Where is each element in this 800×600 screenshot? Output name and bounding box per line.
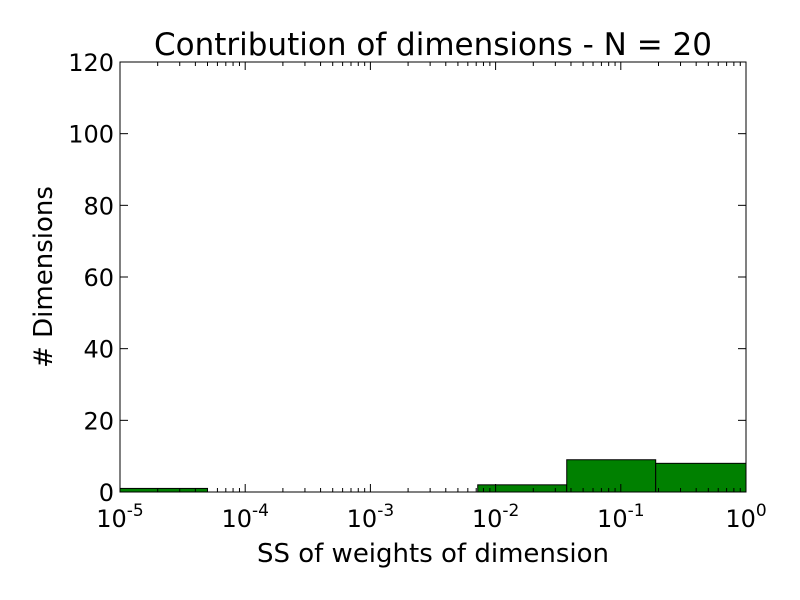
y-tick-label: 60 (83, 264, 114, 292)
histogram-bar (566, 459, 657, 493)
x-tick-label: 100 (725, 501, 766, 533)
y-axis-label: # Dimensions (29, 186, 59, 368)
x-tick-label: 10-4 (221, 501, 269, 533)
x-tick-label-base: 10 (597, 505, 628, 533)
y-tick-label: 100 (68, 121, 114, 149)
y-tick-label: 120 (68, 49, 114, 77)
y-tick-label: 20 (83, 407, 114, 435)
x-tick-label-base: 10 (725, 505, 756, 533)
histogram-bar (119, 487, 209, 493)
y-tick-label: 80 (83, 192, 114, 220)
x-tick-label-base: 10 (96, 505, 127, 533)
x-tick-label: 10-2 (472, 501, 519, 533)
x-tick-label: 10-1 (597, 501, 645, 533)
x-tick-label-base: 10 (472, 505, 503, 533)
x-tick-label-exponent: -3 (377, 501, 394, 521)
x-tick-label: 10-5 (96, 501, 144, 533)
y-tick-label: 0 (99, 479, 114, 507)
plot-frame (119, 61, 747, 493)
x-tick-label-base: 10 (221, 505, 252, 533)
histogram-bar (477, 484, 568, 493)
x-tick-label-exponent: -2 (502, 501, 519, 521)
x-tick-label-exponent: -4 (252, 501, 269, 521)
chart-title: Contribution of dimensions - N = 20 (154, 27, 712, 63)
bars-group (119, 459, 747, 493)
x-tick-label: 10-3 (347, 501, 395, 533)
histogram-bar (655, 462, 747, 493)
x-tick-label-exponent: -5 (127, 501, 144, 521)
x-tick-label-exponent: 0 (756, 501, 767, 521)
x-axis-ticks: 10-5 10-4 10-3 10-2 10-1 100 (96, 62, 767, 533)
y-axis-ticks: 0 20 40 60 80 100 120 (68, 49, 746, 507)
y-tick-label: 40 (83, 336, 114, 364)
x-tick-label-exponent: -1 (628, 501, 645, 521)
x-tick-label-base: 10 (347, 505, 378, 533)
x-axis-label: SS of weights of dimension (257, 539, 609, 569)
